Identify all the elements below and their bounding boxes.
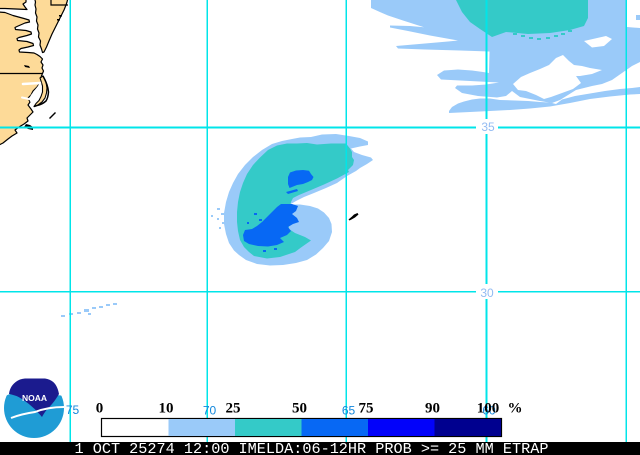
svg-text:70: 70: [203, 404, 217, 418]
svg-text:1 OCT 25274 12:00 IMELDA:06-12: 1 OCT 25274 12:00 IMELDA:06-12HR PROB >=…: [75, 440, 549, 455]
svg-text:%: %: [508, 401, 523, 417]
svg-text:NOAA: NOAA: [22, 393, 47, 403]
svg-text:50: 50: [292, 401, 307, 417]
svg-text:90: 90: [425, 401, 440, 417]
svg-text:75: 75: [66, 403, 80, 417]
svg-text:10: 10: [159, 401, 174, 417]
svg-text:35: 35: [481, 120, 495, 134]
svg-text:100: 100: [477, 401, 500, 417]
svg-text:60: 60: [482, 404, 496, 418]
svg-text:25: 25: [226, 401, 241, 417]
svg-text:30: 30: [480, 286, 494, 300]
svg-text:0: 0: [96, 401, 104, 417]
svg-text:65: 65: [342, 404, 356, 418]
svg-text:75: 75: [359, 401, 374, 417]
